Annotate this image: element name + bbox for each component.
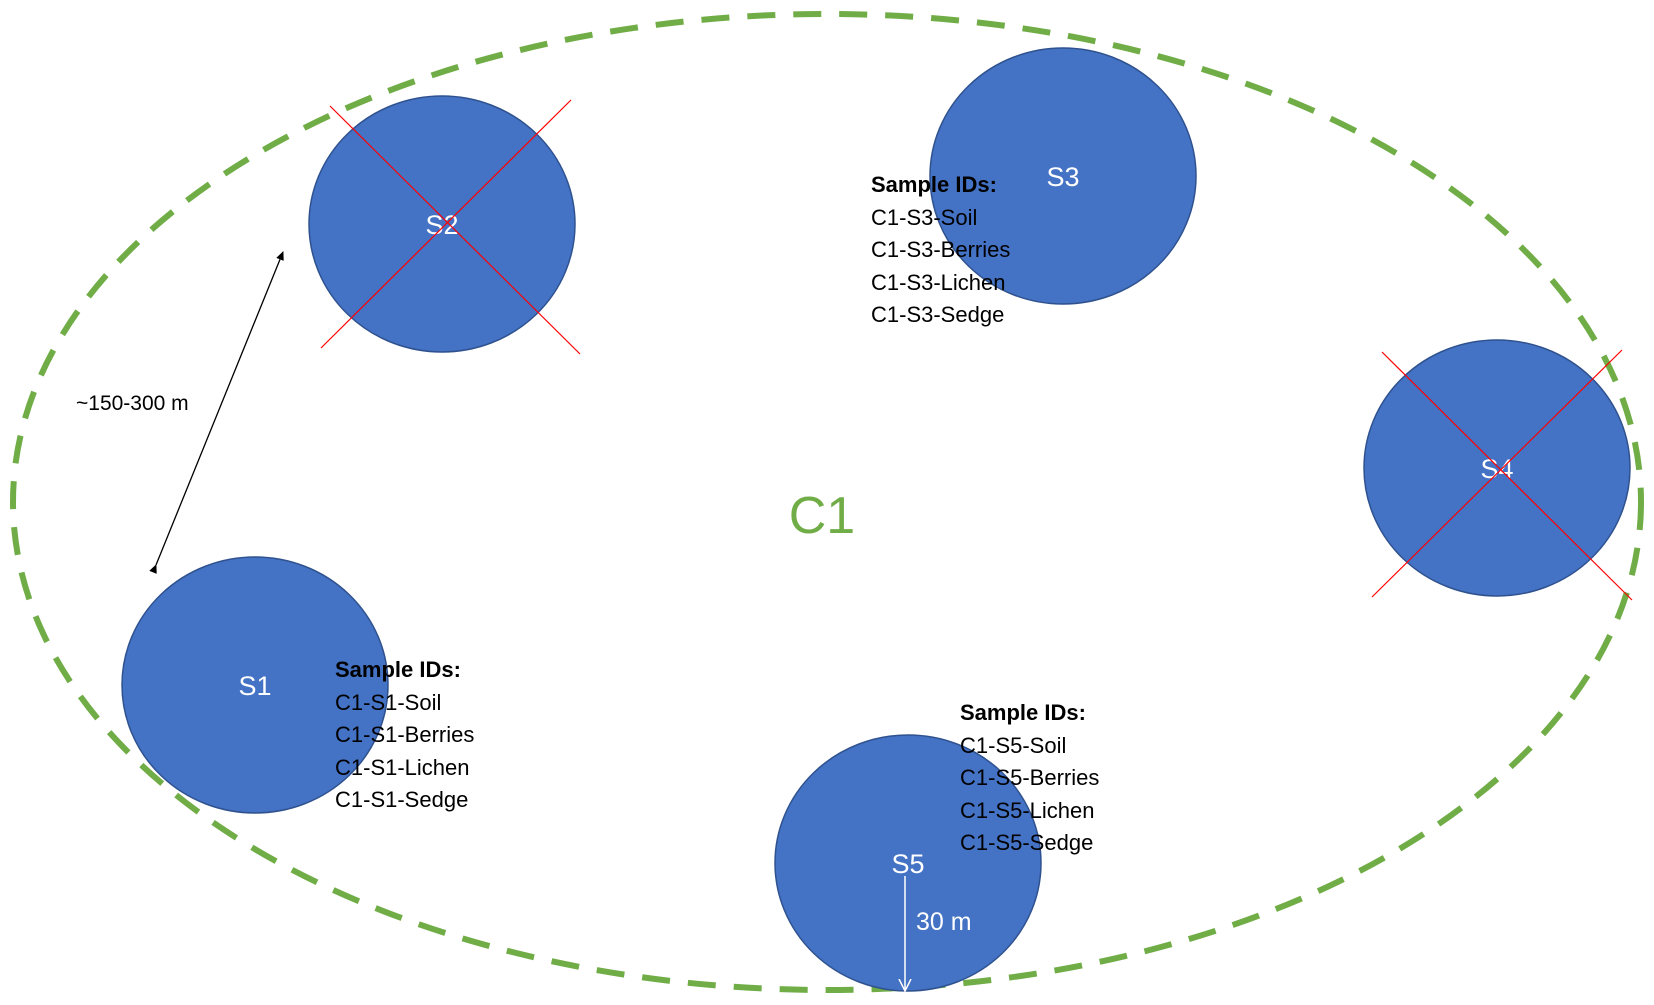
sample-ids-s1: Sample IDs: C1-S1-Soil C1-S1-Berries C1-… (335, 657, 474, 812)
cluster-label: C1 (789, 487, 855, 545)
sample-id: C1-S3-Berries (871, 237, 1010, 262)
sample-id: C1-S3-Soil (871, 205, 977, 230)
site-label: S2 (425, 210, 458, 240)
sample-id: C1-S3-Sedge (871, 302, 1004, 327)
sample-id: C1-S5-Sedge (960, 830, 1093, 855)
site-label: S1 (238, 671, 271, 701)
site-label: S5 (891, 849, 924, 879)
sample-ids-heading: Sample IDs: (960, 700, 1086, 725)
spacing-arrow (149, 251, 284, 574)
excluded-cross-line (320, 99, 572, 349)
site-label: S3 (1046, 162, 1079, 192)
sample-id: C1-S1-Lichen (335, 755, 470, 780)
site-s4: S4 (1363, 339, 1633, 601)
sample-ids-s3: Sample IDs: C1-S3-Soil C1-S3-Berries C1-… (871, 172, 1010, 327)
site-s1: S1 (121, 556, 389, 814)
sample-ids-heading: Sample IDs: (335, 657, 461, 682)
site-s5: S5 30 m (774, 734, 1042, 991)
sample-id: C1-S5-Lichen (960, 798, 1095, 823)
radius-label: 30 m (916, 908, 972, 936)
site-s3: S3 (929, 47, 1197, 305)
sample-id: C1-S3-Lichen (871, 270, 1006, 295)
excluded-cross-line (1381, 351, 1633, 601)
site-circle (308, 95, 576, 353)
sample-id: C1-S5-Berries (960, 765, 1099, 790)
sample-id: C1-S1-Sedge (335, 787, 468, 812)
site-circle (929, 47, 1197, 305)
sample-ids-s5: Sample IDs: C1-S5-Soil C1-S5-Berries C1-… (960, 700, 1099, 855)
excluded-cross-line (329, 105, 581, 355)
cluster-boundary (10, 11, 1644, 993)
sample-id: C1-S1-Soil (335, 690, 441, 715)
site-label: S4 (1480, 454, 1513, 484)
sample-id: C1-S5-Soil (960, 733, 1066, 758)
excluded-cross-line (1371, 349, 1623, 598)
sample-ids-heading: Sample IDs: (871, 172, 997, 197)
site-s2: S2 (308, 95, 581, 355)
spacing-label: ~150-300 m (76, 392, 189, 415)
sample-id: C1-S1-Berries (335, 722, 474, 747)
